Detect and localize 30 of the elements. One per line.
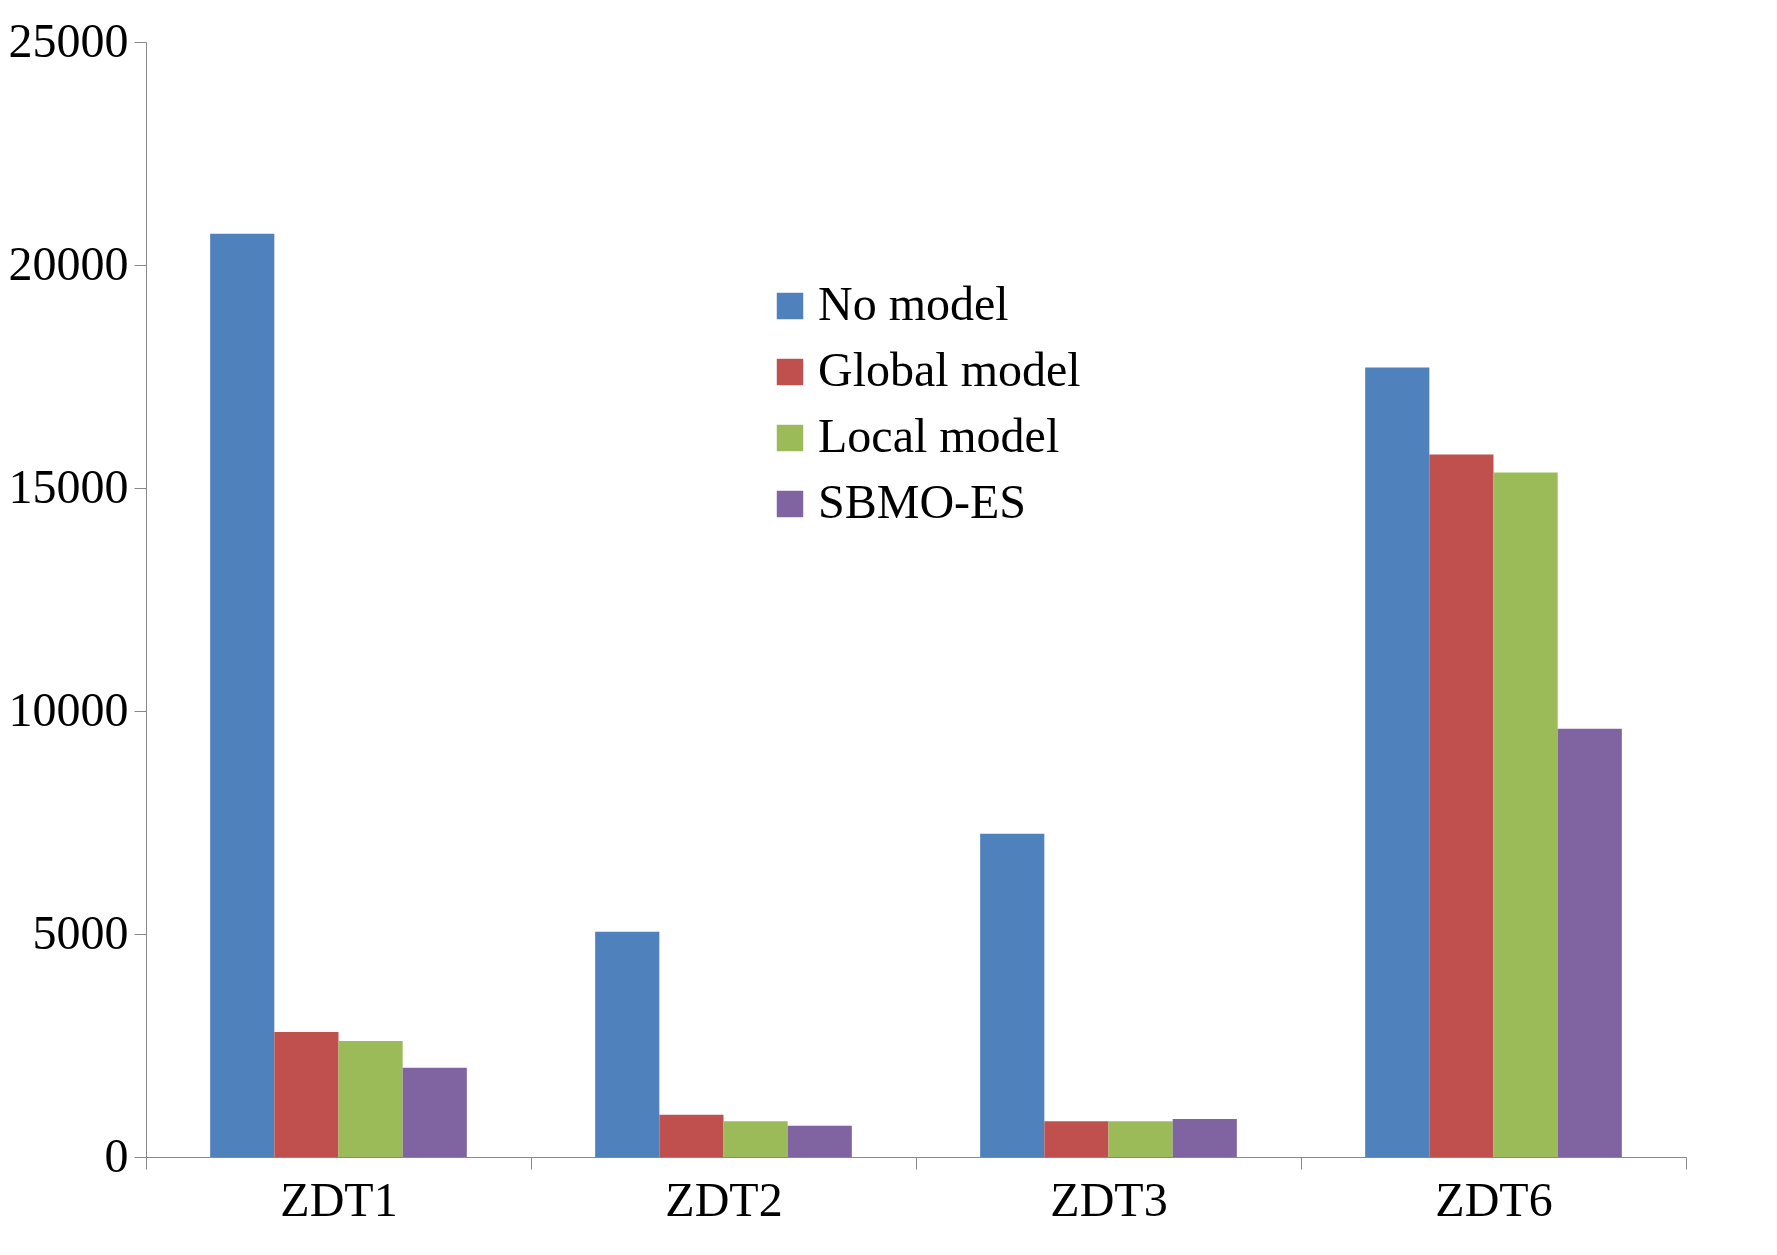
- bar: [723, 1121, 788, 1157]
- x-tick-label: ZDT2: [665, 1172, 783, 1226]
- bar: [980, 833, 1045, 1157]
- bar: [1365, 367, 1430, 1157]
- y-tick-label: 10000: [8, 682, 129, 736]
- bar: [210, 233, 275, 1157]
- y-tick-label: 15000: [8, 459, 129, 513]
- bar: [402, 1067, 467, 1157]
- bar: [1557, 728, 1622, 1157]
- bar: [1429, 454, 1494, 1157]
- bar: [1044, 1121, 1109, 1157]
- x-tick-label: ZDT3: [1050, 1172, 1168, 1226]
- bar: [274, 1032, 339, 1157]
- legend-label: Global model: [818, 343, 1081, 396]
- bar: [1493, 472, 1558, 1157]
- bar: [338, 1041, 403, 1157]
- y-tick-label: 5000: [32, 905, 129, 959]
- x-tick-label: ZDT6: [1435, 1172, 1553, 1226]
- legend-label: SBMO-ES: [818, 475, 1027, 528]
- bar: [787, 1125, 852, 1157]
- bar: [595, 931, 660, 1157]
- legend-label: Local model: [818, 409, 1060, 462]
- bar: [659, 1114, 724, 1157]
- bar: [1108, 1121, 1173, 1157]
- y-tick-label: 25000: [8, 13, 129, 67]
- x-tick-label: ZDT1: [280, 1172, 398, 1226]
- bar: [1172, 1119, 1237, 1157]
- legend-label: No model: [818, 277, 1009, 330]
- y-tick-label: 0: [104, 1128, 129, 1182]
- y-tick-label: 20000: [8, 236, 129, 290]
